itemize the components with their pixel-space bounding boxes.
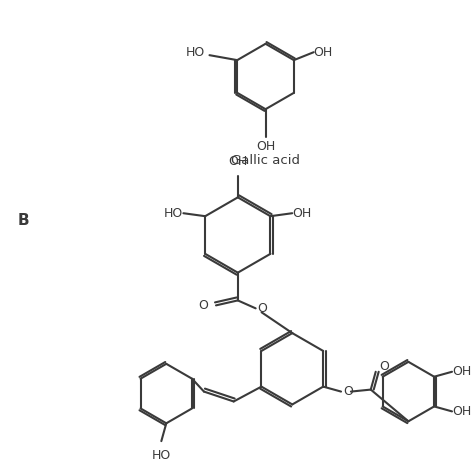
Text: HO: HO xyxy=(186,46,205,59)
Text: B: B xyxy=(18,213,29,228)
Text: OH: OH xyxy=(292,207,311,220)
Text: HO: HO xyxy=(164,207,183,220)
Text: OH: OH xyxy=(452,405,471,418)
Text: O: O xyxy=(198,299,208,312)
Text: OH: OH xyxy=(314,46,333,59)
Text: HO: HO xyxy=(152,449,171,462)
Text: OH: OH xyxy=(228,155,247,168)
Text: O: O xyxy=(258,302,267,315)
Text: Gallic acid: Gallic acid xyxy=(231,154,300,167)
Text: OH: OH xyxy=(256,140,275,153)
Text: O: O xyxy=(343,385,353,398)
Text: OH: OH xyxy=(452,365,471,378)
Text: O: O xyxy=(380,360,390,374)
